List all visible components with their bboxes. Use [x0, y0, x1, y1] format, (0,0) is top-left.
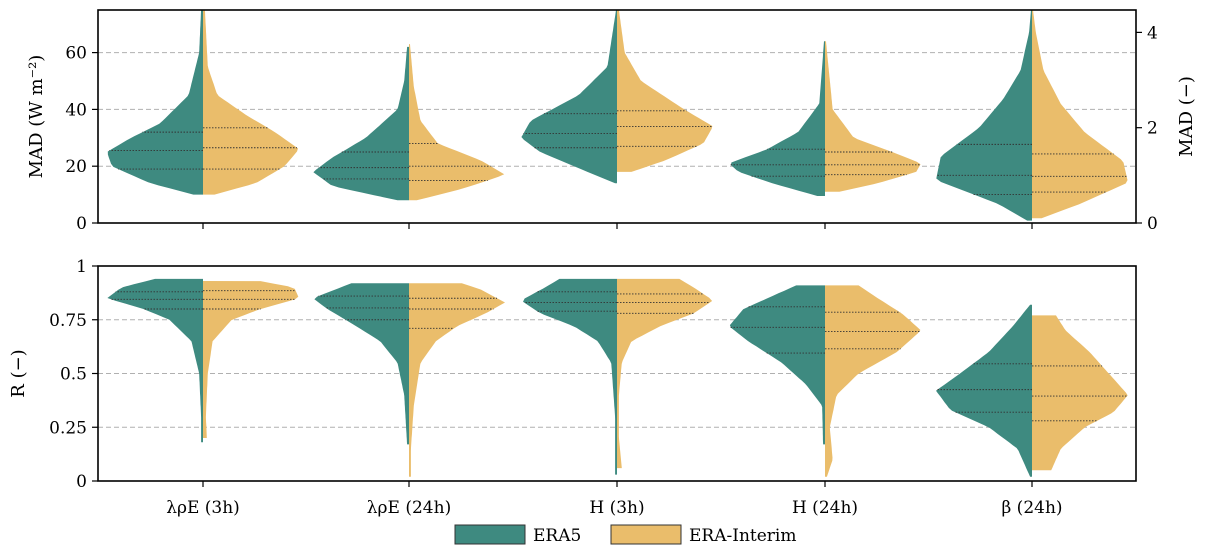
y-right-tick-label: 2	[1147, 119, 1158, 139]
x-tick-label: λρE (24h)	[367, 498, 451, 518]
violin-era5-1	[107, 10, 203, 195]
y-tick-label: 60	[65, 44, 87, 64]
y-tick-label: 0.75	[49, 311, 87, 331]
x-tick-label: λρE (3h)	[166, 498, 240, 518]
violin-era-interim-4	[825, 285, 921, 477]
y-tick-label: 0	[76, 472, 87, 492]
legend-swatch-era-interim	[610, 524, 682, 545]
legend-label-era5: ERA5	[533, 526, 581, 546]
bottom-panel: 0 0.25 0.5 0.75 1 R (−)	[8, 257, 1137, 492]
y-right-axis-label: MAD (−)	[1176, 76, 1197, 157]
violin-era5-2	[314, 283, 409, 445]
violin-era5-5	[936, 10, 1032, 221]
x-tick-label: β (24h)	[1001, 498, 1062, 518]
violin-era-interim-3	[617, 10, 713, 172]
y-axis-label: R (−)	[8, 349, 29, 397]
violin-era5-4	[729, 285, 825, 445]
y-tick-label: 0.5	[60, 365, 87, 385]
violin-era-interim-2	[409, 44, 505, 201]
legend-swatch-era5	[454, 524, 526, 545]
violin-era-interim-4	[825, 41, 921, 192]
x-tick-label: H (24h)	[792, 498, 858, 518]
violin-era5-1	[107, 278, 203, 443]
y-right-tick-label: 4	[1147, 23, 1158, 43]
legend: ERA5 ERA-Interim	[454, 524, 796, 546]
violins	[107, 10, 1128, 221]
violin-era5-4	[730, 41, 825, 197]
y-right-tick-label: 0	[1147, 214, 1158, 234]
y-tick-label: 1	[76, 257, 87, 277]
legend-label-era-interim: ERA-Interim	[689, 526, 796, 546]
x-tick-label: H (3h)	[589, 498, 644, 518]
violin-era5-5	[936, 304, 1032, 477]
y-tick-label: 0.25	[49, 418, 87, 438]
y-axis-label: MAD (W m⁻²)	[26, 55, 47, 179]
violin-era-interim-1	[203, 281, 299, 438]
y-tick-label: 0	[76, 214, 87, 234]
violin-era-interim-5	[1032, 315, 1128, 471]
y-tick-label: 40	[65, 100, 87, 120]
violin-era-interim-1	[203, 10, 298, 195]
violin-era-interim-5	[1032, 10, 1128, 219]
top-panel: 0 20 40 60 0 2 4 MAD (−) MAD (W m⁻²)	[26, 9, 1197, 234]
violin-era5-2	[313, 46, 409, 201]
violin-era-interim-2	[409, 283, 505, 477]
violin-era-interim-3	[617, 278, 713, 469]
violins	[107, 278, 1128, 477]
violin-era5-3	[523, 278, 617, 475]
y-tick-label: 20	[65, 157, 87, 177]
x-axis: λρE (3h) λρE (24h) H (3h) H (24h) β (24h)	[166, 498, 1062, 518]
violin-era5-3	[521, 10, 617, 184]
